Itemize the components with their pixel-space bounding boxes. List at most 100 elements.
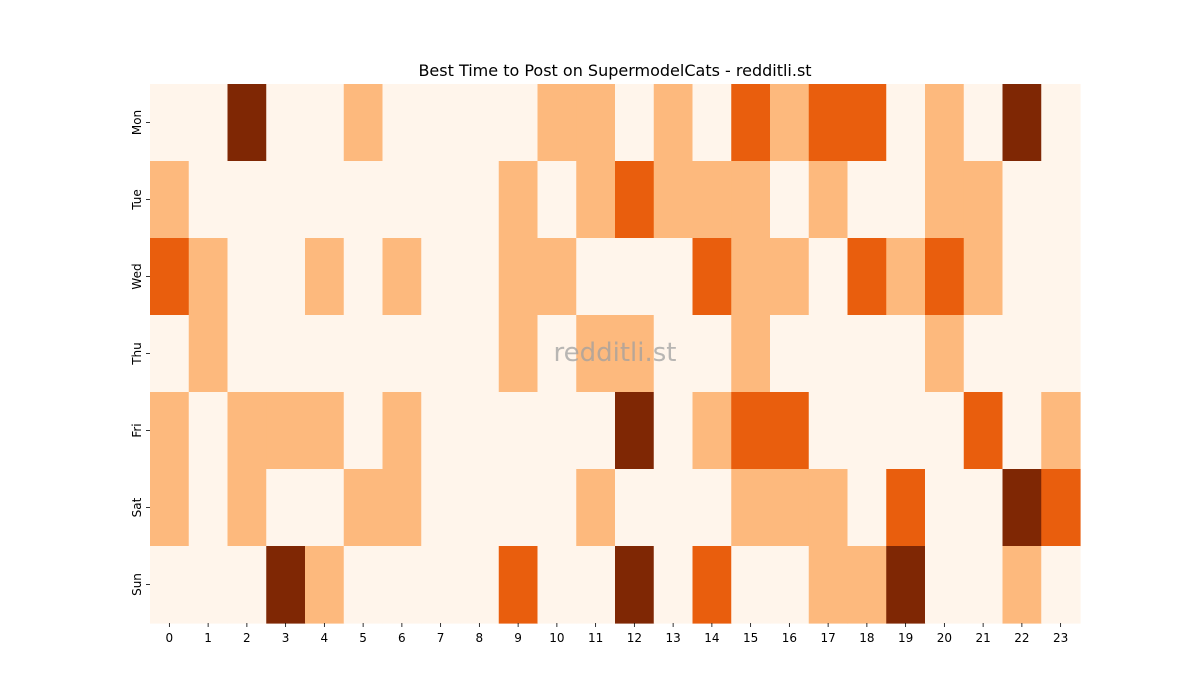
heatmap-cell-wed-3 — [266, 238, 306, 316]
heatmap-cell-sun-20 — [925, 546, 965, 624]
heatmap-cell-wed-21 — [963, 238, 1004, 316]
heatmap-cell-sun-9 — [498, 546, 539, 624]
heatmap-cell-sat-5 — [343, 469, 384, 547]
x-tick-label-14: 14 — [704, 631, 719, 645]
x-tick-label-15: 15 — [743, 631, 758, 645]
heatmap-cell-tue-8 — [460, 161, 500, 239]
heatmap-cell-wed-19 — [886, 238, 926, 316]
heatmap-cell-thu-19 — [886, 315, 926, 393]
heatmap-cell-thu-2 — [227, 315, 267, 393]
heatmap-cell-wed-10 — [537, 238, 577, 316]
heatmap-cell-wed-5 — [343, 238, 384, 316]
x-tick-label-4: 4 — [321, 631, 329, 645]
y-tick-label-mon: Mon — [130, 110, 144, 135]
heatmap-cell-tue-19 — [886, 161, 926, 239]
heatmap-cell-sun-15 — [731, 546, 771, 624]
heatmap-cell-fri-11 — [576, 392, 616, 470]
heatmap-cell-tue-9 — [498, 161, 539, 239]
heatmap-cell-mon-13 — [653, 84, 694, 162]
heatmap-cell-wed-23 — [1041, 238, 1081, 316]
heatmap-cell-sun-16 — [770, 546, 810, 624]
heatmap-cell-fri-3 — [266, 392, 306, 470]
heatmap-cell-thu-13 — [653, 315, 694, 393]
heatmap-cell-wed-20 — [925, 238, 965, 316]
heatmap-cell-fri-5 — [343, 392, 384, 470]
heatmap-cell-sat-9 — [498, 469, 539, 547]
heatmap-cell-mon-12 — [615, 84, 655, 162]
heatmap-cell-wed-17 — [808, 238, 849, 316]
heatmap-cell-sat-0 — [150, 469, 190, 547]
heatmap-cell-fri-19 — [886, 392, 926, 470]
heatmap-cell-mon-6 — [382, 84, 422, 162]
heatmap-cell-mon-19 — [886, 84, 926, 162]
heatmap-cell-fri-4 — [305, 392, 345, 470]
heatmap-cell-mon-7 — [421, 84, 461, 162]
heatmap-cell-tue-16 — [770, 161, 810, 239]
heatmap-cell-fri-13 — [653, 392, 694, 470]
heatmap-cell-sat-22 — [1002, 469, 1042, 547]
heatmap-cell-thu-9 — [498, 315, 539, 393]
heatmap-cell-tue-4 — [305, 161, 345, 239]
heatmap-cell-thu-6 — [382, 315, 422, 393]
heatmap-cell-wed-4 — [305, 238, 345, 316]
heatmap-cell-mon-11 — [576, 84, 616, 162]
x-axis: 0 1 2 3 4 5 6 7 8 9 10 11 12 13 14 15 16 17 18 19 20 21 22 23 — [166, 623, 1068, 645]
y-tick-label-wed: Wed — [130, 263, 144, 289]
heatmap-cell-sat-2 — [227, 469, 267, 547]
heatmap-cell-thu-0 — [150, 315, 190, 393]
heatmap-cell-tue-6 — [382, 161, 422, 239]
heatmap-cell-tue-3 — [266, 161, 306, 239]
heatmap-cell-mon-20 — [925, 84, 965, 162]
heatmap-cell-sun-19 — [886, 546, 926, 624]
heatmap-cell-sun-21 — [963, 546, 1004, 624]
watermark-text: redditli.st — [554, 338, 677, 368]
heatmap-cell-sat-23 — [1041, 469, 1081, 547]
y-tick-label-fri: Fri — [130, 423, 144, 437]
heatmap-cell-thu-7 — [421, 315, 461, 393]
heatmap-cell-wed-12 — [615, 238, 655, 316]
heatmap-cell-sun-8 — [460, 546, 500, 624]
heatmap-cell-wed-6 — [382, 238, 422, 316]
heatmap-cell-fri-6 — [382, 392, 422, 470]
x-tick-label-20: 20 — [937, 631, 952, 645]
heatmap-cell-sun-1 — [188, 546, 229, 624]
heatmap-cell-wed-15 — [731, 238, 771, 316]
heatmap-cell-fri-7 — [421, 392, 461, 470]
heatmap-cell-tue-21 — [963, 161, 1004, 239]
heatmap-cell-tue-1 — [188, 161, 229, 239]
heatmap-cell-tue-20 — [925, 161, 965, 239]
heatmap-cell-sat-3 — [266, 469, 306, 547]
heatmap-cell-tue-17 — [808, 161, 849, 239]
heatmap-cell-tue-12 — [615, 161, 655, 239]
heatmap-cell-sat-14 — [692, 469, 732, 547]
heatmap-cell-wed-7 — [421, 238, 461, 316]
heatmap-cell-tue-11 — [576, 161, 616, 239]
heatmap-cell-thu-11 — [576, 315, 616, 393]
x-tick-label-9: 9 — [514, 631, 522, 645]
heatmap-cell-mon-21 — [963, 84, 1004, 162]
heatmap-cell-tue-7 — [421, 161, 461, 239]
heatmap-cell-thu-8 — [460, 315, 500, 393]
heatmap-cell-sat-13 — [653, 469, 694, 547]
heatmap-cell-tue-23 — [1041, 161, 1081, 239]
heatmap-cell-fri-15 — [731, 392, 771, 470]
heatmap-cell-sat-16 — [770, 469, 810, 547]
heatmap-cell-tue-13 — [653, 161, 694, 239]
heatmap-cell-mon-8 — [460, 84, 500, 162]
heatmap-cell-sun-17 — [808, 546, 849, 624]
heatmap-cell-fri-14 — [692, 392, 732, 470]
heatmap-cell-fri-18 — [847, 392, 887, 470]
heatmap-cell-thu-5 — [343, 315, 384, 393]
heatmap-cell-mon-5 — [343, 84, 384, 162]
x-tick-label-12: 12 — [627, 631, 642, 645]
x-tick-label-22: 22 — [1014, 631, 1029, 645]
heatmap-cell-sun-13 — [653, 546, 694, 624]
x-tick-label-18: 18 — [859, 631, 874, 645]
heatmap-cell-fri-2 — [227, 392, 267, 470]
heatmap-cell-wed-2 — [227, 238, 267, 316]
heatmap-cell-sun-23 — [1041, 546, 1081, 624]
heatmap-cell-tue-22 — [1002, 161, 1042, 239]
heatmap-cell-fri-9 — [498, 392, 539, 470]
heatmap-cell-sun-6 — [382, 546, 422, 624]
heatmap-cell-sun-18 — [847, 546, 887, 624]
